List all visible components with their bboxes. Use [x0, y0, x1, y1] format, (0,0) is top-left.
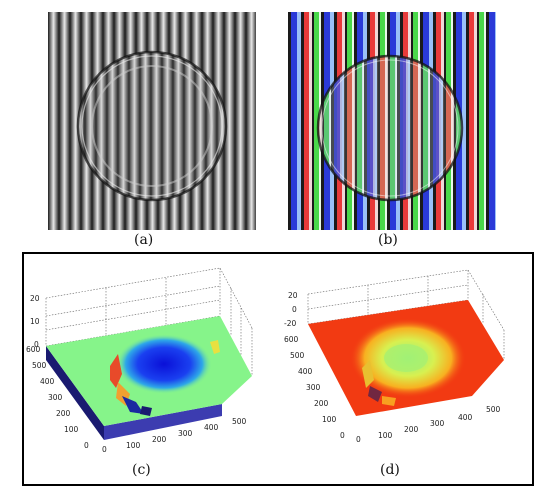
caption-c: (c) [132, 462, 151, 478]
y-tick: 400 [298, 367, 313, 376]
z-tick: 0 [292, 305, 297, 314]
fringe-pattern-grayscale [48, 12, 256, 230]
x-tick: 400 [204, 423, 219, 432]
reconstruction-frame [22, 252, 534, 486]
edge-artifacts [110, 340, 220, 416]
caption-d: (d) [380, 462, 400, 478]
y-tick: 0 [84, 441, 89, 450]
x-tick: 200 [404, 425, 419, 434]
x-tick: 100 [378, 431, 393, 440]
z-tick: 0 [34, 340, 39, 349]
y-tick: 200 [56, 409, 71, 418]
y-tick: 500 [32, 361, 47, 370]
x-tick: 400 [458, 413, 473, 422]
x-tick: 500 [486, 405, 501, 414]
fringe-pattern-color [288, 12, 496, 230]
caption-b: (b) [378, 232, 398, 248]
x-tick: 0 [356, 435, 361, 444]
surface-depression [116, 334, 212, 394]
z-tick: 20 [30, 294, 40, 303]
surface-side-front [104, 404, 222, 440]
y-tick: 200 [314, 399, 329, 408]
y-tick: 0 [340, 431, 345, 440]
y-tick: 600 [284, 335, 299, 344]
z-tick: 20 [288, 291, 298, 300]
caption-a: (a) [134, 232, 154, 248]
y-tick: 100 [64, 425, 79, 434]
y-tick: 100 [322, 415, 337, 424]
x-tick: 200 [152, 435, 167, 444]
y-tick: 500 [290, 351, 305, 360]
y-tick: 600 [26, 345, 41, 354]
z-tick: 10 [30, 317, 40, 326]
surface-side-left [46, 346, 104, 440]
x-tick: 500 [232, 417, 247, 426]
edge-artifacts [362, 360, 396, 406]
y-tick: 300 [48, 393, 63, 402]
x-tick: 100 [126, 441, 141, 450]
y-tick: 400 [40, 377, 55, 386]
y-tick: 300 [306, 383, 321, 392]
x-tick: 300 [430, 419, 445, 428]
surface-plot-c: 20 10 0 600 500 400 300 200 100 0 0 100 … [26, 267, 253, 454]
z-tick: -20 [284, 319, 296, 328]
x-tick: 0 [102, 445, 107, 454]
x-tick: 300 [178, 429, 193, 438]
surface-plot-d: 20 0 -20 600 500 400 300 200 100 0 0 100… [284, 269, 505, 444]
